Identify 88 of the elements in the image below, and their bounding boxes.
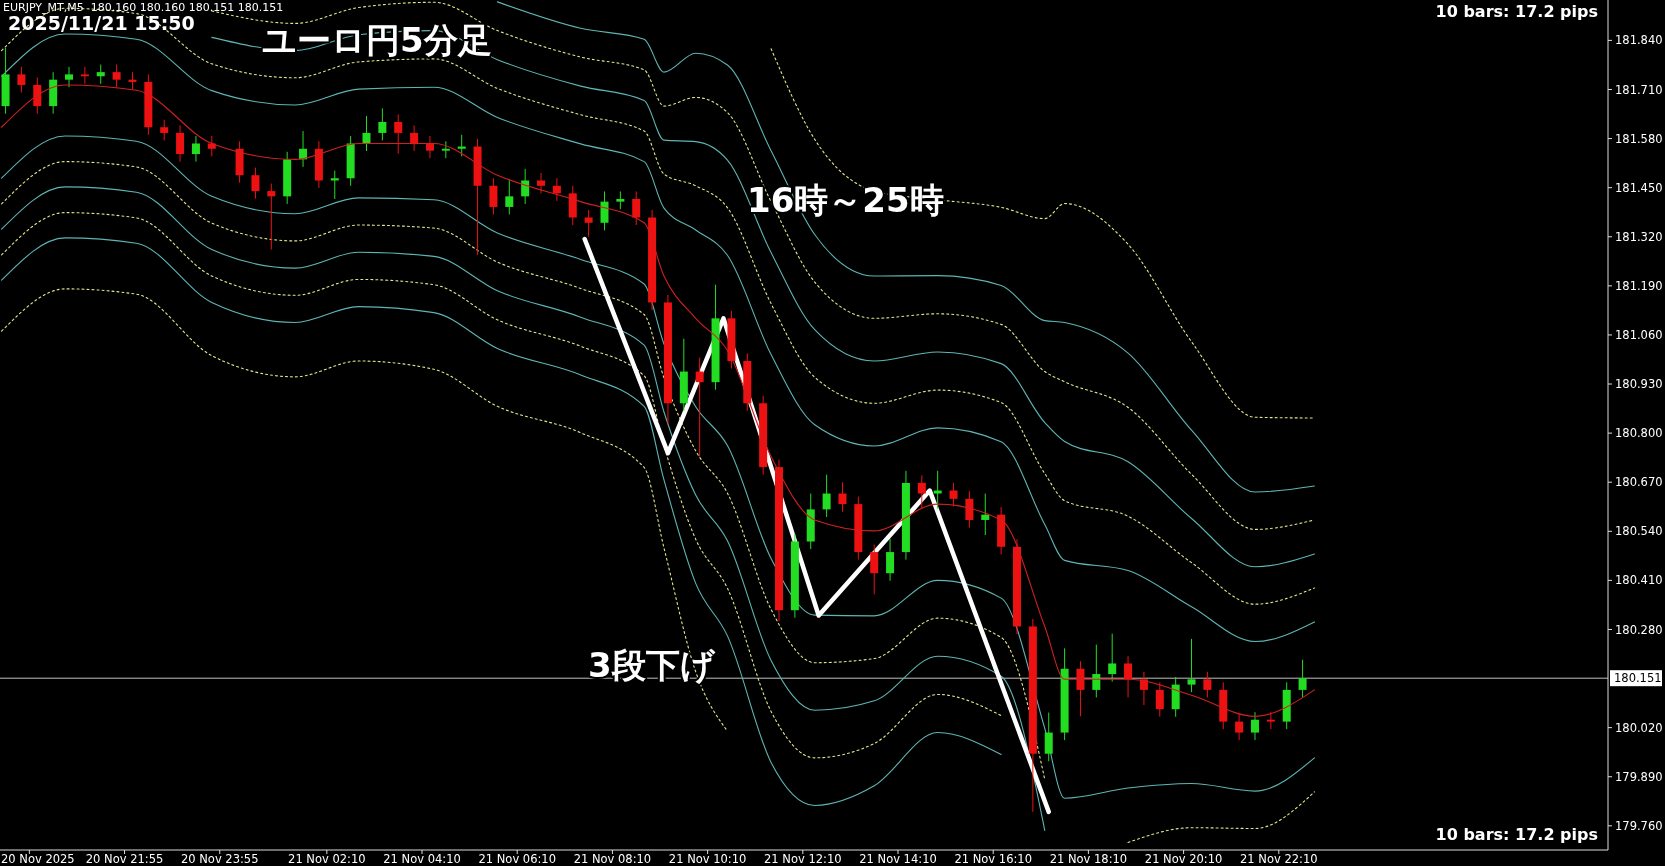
y-tick-label: 180.410 [1615,573,1663,588]
annotation: 10 bars: 17.2 pips [1435,2,1598,21]
candlestick [489,177,498,215]
candlestick [33,76,42,115]
candlestick [552,177,561,202]
x-tick-label: 21 Nov 10:10 [668,852,747,866]
candlestick [1155,681,1164,718]
y-tick-label: 179.890 [1615,769,1663,784]
candlestick [1076,660,1085,717]
y-tick-label: 181.060 [1615,327,1663,342]
x-tick-label: 21 Nov 02:10 [288,852,366,866]
x-tick-label: 20 Nov 23:55 [180,852,259,866]
candlestick [425,135,434,159]
candlestick [600,190,609,231]
candlestick [1250,711,1259,741]
candlestick [1266,711,1275,730]
candlestick [1203,671,1212,698]
y-tick-label: 180.540 [1615,524,1663,539]
candlestick [822,474,831,518]
candlestick [695,357,704,458]
candlestick [981,493,990,536]
candlestick [886,538,895,582]
annotation: 10 bars: 17.2 pips [1435,825,1598,844]
y-tick-label: 181.710 [1615,82,1663,97]
x-tick-label: 21 Nov 14:10 [859,852,937,866]
candlestick [112,64,121,88]
candlestick [65,66,74,88]
candlestick [1092,644,1101,698]
y-tick-label: 180.930 [1615,377,1663,392]
candlestick [1124,655,1133,698]
y-tick-label: 180.280 [1615,622,1663,637]
candlestick [267,183,276,251]
candlestick [362,115,371,152]
chart-title: EURJPY_MT,M5 180.160 180.160 180.151 180.151 [3,1,284,14]
y-tick-label: 180.020 [1615,720,1663,735]
candlestick [80,66,89,85]
y-tick-label: 181.450 [1615,180,1663,195]
candlestick [521,168,530,205]
candlestick [838,481,847,513]
annotation: 16時～25時 [747,180,944,220]
x-tick-label: 21 Nov 16:10 [954,852,1032,866]
candlestick [949,482,958,507]
candlestick [410,124,419,152]
annotation: ユーロ円5分足 [262,20,492,60]
y-tick-label: 181.320 [1615,229,1663,244]
x-tick-label: 21 Nov 18:10 [1049,852,1128,866]
candlestick [176,124,185,163]
y-tick-label: 180.800 [1615,426,1663,441]
candlestick [191,135,200,163]
candlestick [584,209,593,238]
x-tick-label: 21 Nov 20:10 [1144,852,1223,866]
candlestick [394,113,403,155]
y-tick-label: 181.580 [1615,131,1663,146]
x-tick-label: 21 Nov 06:10 [478,852,556,866]
line-series [1,84,1316,717]
candlestick [537,172,546,194]
line-series [496,1,1316,493]
candlestick [1139,671,1148,706]
candlestick [1235,713,1244,741]
candlestick [17,66,26,94]
candlestick [965,490,974,529]
y-tick-label: 179.760 [1615,818,1663,833]
candlestick [1298,659,1307,698]
candlestick [160,119,169,141]
candlestick [378,107,387,141]
x-tick-label: 21 Nov 12:10 [764,852,842,866]
candlestick [207,135,216,157]
candlestick [933,470,942,510]
candlestick [917,474,926,510]
x-tick-label: 20 Nov 21:55 [85,852,164,866]
candlestick [96,64,105,85]
x-tick-label: 21 Nov 08:10 [573,852,652,866]
ref-line-label: 180.151 [1614,671,1662,686]
candlestick [870,544,879,595]
candlestick [632,190,641,226]
y-tick-label: 180.670 [1615,475,1663,490]
candlestick [1108,633,1117,683]
y-tick-label: 181.840 [1615,33,1663,48]
candlestick [251,167,260,200]
candlestick [1187,638,1196,693]
x-tick-label: 21 Nov 22:10 [1240,852,1318,866]
x-tick-label: 21 Nov 04:10 [383,852,461,866]
text: 20 Nov 2025 [1,852,75,866]
annotation: 3段下げ [588,645,716,685]
y-tick-label: 181.190 [1615,278,1663,293]
candlestick [505,179,514,215]
candlestick [1044,712,1053,762]
line-series [1,288,728,732]
